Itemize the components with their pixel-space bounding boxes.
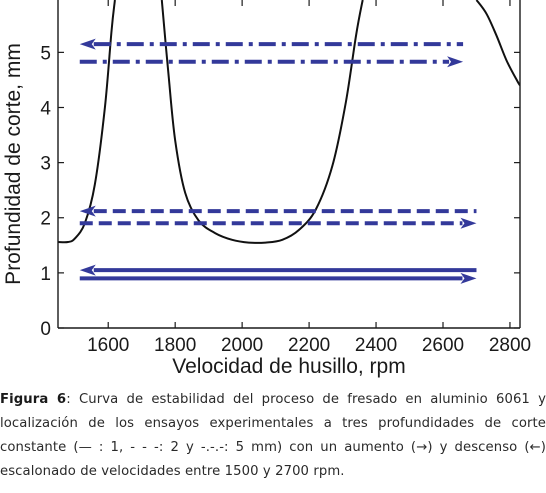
arrow-right-icon: [460, 272, 477, 284]
x-tick-label: 2600: [422, 335, 464, 356]
x-tick-label: 1800: [154, 335, 196, 356]
axes: 1600 1800 2000 2200 2400 2600 2800 0 1 2 3 4 5: [40, 0, 531, 356]
arrow-right-icon: [460, 217, 477, 229]
y-tick-label: 0: [40, 319, 51, 340]
caption-text: : Curva de estabilidad del proceso de fr…: [0, 392, 546, 479]
test-series: [79, 38, 477, 284]
series-depth-1-increase: [79, 272, 477, 284]
y-tick-label: 4: [40, 98, 51, 119]
series-depth-5-increase: [79, 56, 464, 68]
x-tick-label: 2200: [288, 335, 330, 356]
series-depth-5-decrease: [79, 38, 464, 50]
y-tick-label: 3: [40, 154, 51, 175]
arrow-left-icon: [79, 38, 96, 50]
figure-label: Figura 6: [0, 392, 67, 407]
stability-lobe: [475, 0, 520, 86]
series-depth-2-increase: [79, 217, 477, 229]
x-tick-label: 2000: [221, 335, 263, 356]
arrow-left-icon: [79, 264, 96, 276]
figure-caption: Figura 6: Curva de estabilidad del proce…: [0, 388, 546, 484]
y-tick-label: 1: [40, 264, 51, 285]
x-tick-label: 1600: [87, 335, 129, 356]
x-tick-label: 2800: [489, 335, 531, 356]
stability-curve: [58, 0, 520, 244]
stability-lobe: [160, 0, 364, 244]
y-axis-title: Profundidad de corte, mm: [2, 43, 25, 285]
series-depth-2-decrease: [79, 205, 477, 217]
stability-lobe: [58, 0, 116, 244]
arrow-right-icon: [447, 56, 464, 68]
y-tick-label: 2: [40, 209, 51, 230]
series-depth-1-decrease: [79, 264, 477, 276]
x-tick-label: 2400: [355, 335, 397, 356]
y-tick-label: 5: [40, 43, 51, 64]
x-axis-title: Velocidad de husillo, rpm: [172, 355, 405, 378]
stability-chart: 1600 1800 2000 2200 2400 2600 2800 0 1 2 3 4 5 Veloc…: [2, 0, 531, 378]
arrow-left-icon: [79, 205, 96, 217]
